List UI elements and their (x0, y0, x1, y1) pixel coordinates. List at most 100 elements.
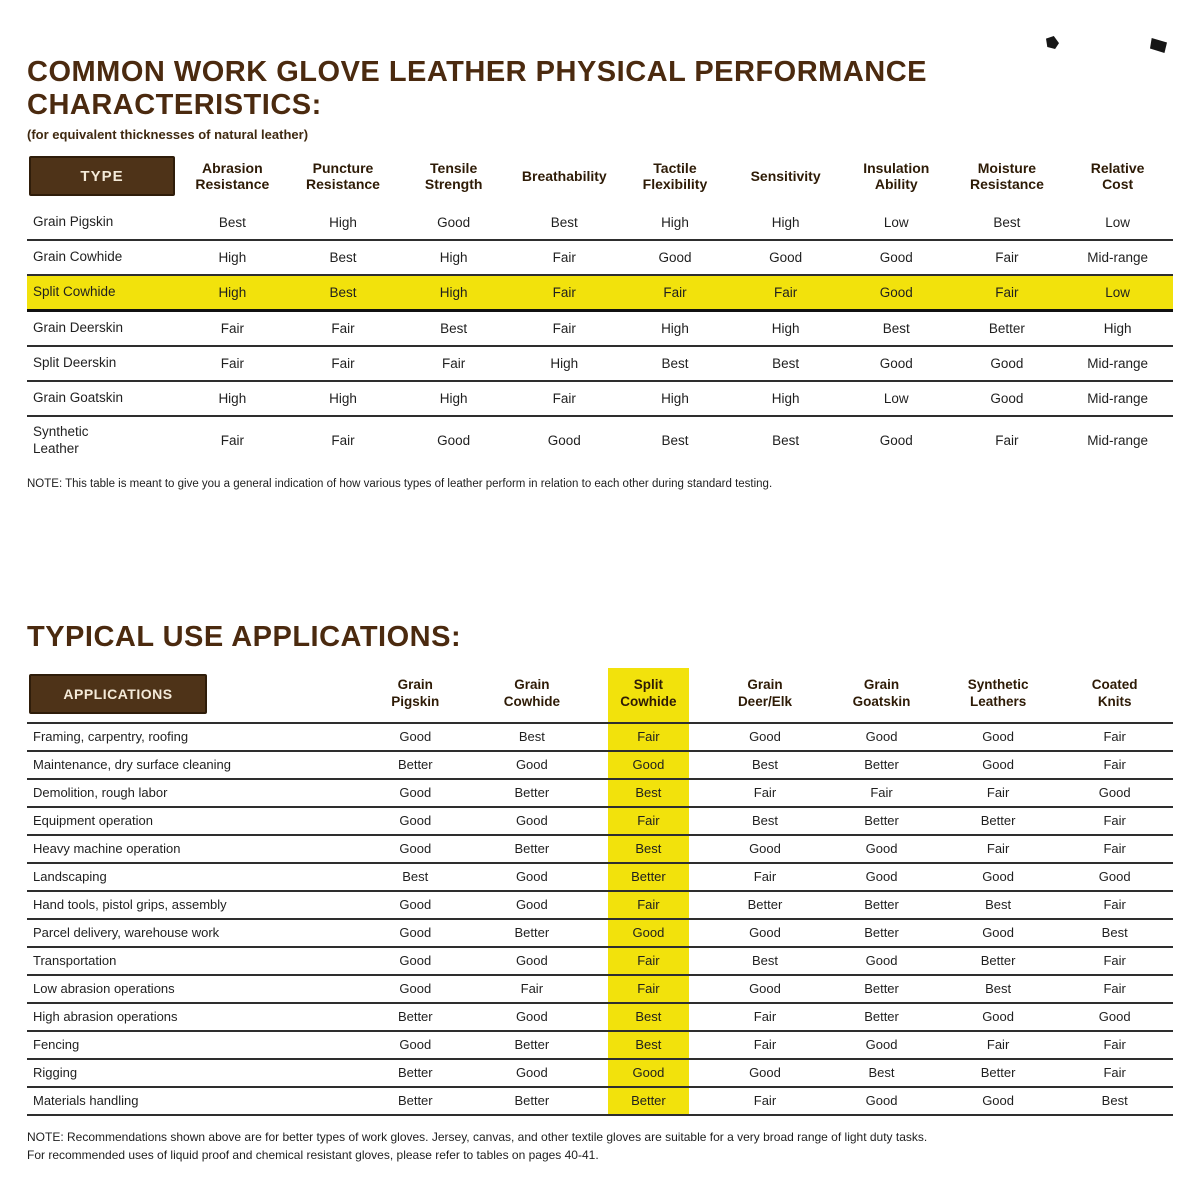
rating-cell: Better (590, 862, 707, 891)
rating-cell: Good (769, 250, 803, 265)
rating-cell: High (329, 215, 357, 230)
rating-cell: Fair (220, 356, 244, 371)
perf-table-head: TYPE Abrasion Resistance Puncture Resistan… (27, 144, 1173, 206)
rating-cell: Best (985, 981, 1012, 997)
rating-cell: Good (515, 953, 548, 969)
rating-cell: Good (547, 433, 581, 448)
application-name-cell: Parcel delivery, warehouse work (33, 925, 220, 941)
rating-cell: Better (514, 925, 550, 941)
perf-column-header: Moisture Resistance (969, 159, 1044, 192)
rating-cell: Low (883, 391, 909, 406)
performance-table: TYPE Abrasion Resistance Puncture Resistan… (27, 144, 1173, 464)
table-row: Split Cowhide High Best High Fair Fair Fair Goo… (27, 275, 1173, 311)
table-row: Synthetic Leather Fair Fair Good Good Best Bes… (27, 416, 1173, 464)
rating-cell: High (661, 321, 689, 336)
app-table-body: Framing, carpentry, roofing Good Best Fair G… (27, 722, 1173, 1115)
rating-cell: Fair (331, 321, 355, 336)
rating-cell: Good (399, 841, 432, 857)
app-column-header: Grain Goatskin (823, 668, 940, 723)
rating-cell: Low (883, 215, 909, 230)
rating-cell: Low (1105, 215, 1130, 230)
rating-cell: Good (749, 981, 781, 997)
rating-cell: Fair (1103, 841, 1126, 857)
leather-type-cell: Split Cowhide (33, 284, 116, 300)
rating-cell: Fair (331, 356, 355, 371)
application-name-cell: Demolition, rough labor (33, 785, 168, 801)
rating-cell: Fair (1103, 1037, 1126, 1053)
table-row: Heavy machine operation Good Better Best Goo… (27, 834, 1173, 863)
app-column-header: Synthetic Leathers (940, 668, 1057, 723)
scan-artifact-speck (1046, 36, 1059, 49)
rating-cell: Good (658, 250, 692, 265)
rating-cell: Fair (986, 841, 1010, 857)
rating-cell: Mid-range (1087, 391, 1149, 406)
rating-cell: High (771, 321, 800, 336)
perf-column-header: Tensile Strength (424, 159, 483, 192)
rating-cell: Fair (1103, 813, 1126, 829)
rating-cell: Good (879, 285, 913, 300)
rating-cell: Best (518, 729, 545, 745)
rating-cell: Fair (220, 321, 244, 336)
rating-cell: Fair (1103, 953, 1126, 969)
rating-cell: Best (751, 813, 778, 829)
rating-cell: Good (590, 918, 707, 947)
rating-cell: Fair (753, 785, 777, 801)
rating-cell: Good (399, 813, 432, 829)
rating-cell: Best (590, 834, 707, 863)
table-row: Grain Goatskin High High High Fair High High Lo… (27, 381, 1173, 416)
rating-cell: Good (399, 953, 432, 969)
rating-cell: Best (868, 1065, 895, 1081)
rating-cell: Best (1101, 925, 1128, 941)
app-column-header-label: Coated Knits (1091, 677, 1138, 709)
note-line: NOTE: Recommendations shown above are fo… (27, 1129, 928, 1144)
rating-cell: Best (1101, 1093, 1128, 1109)
table-row: Transportation Good Good Fair Best Good Better… (27, 946, 1173, 975)
rating-cell: Good (1098, 1009, 1131, 1025)
rating-cell: Best (985, 897, 1012, 913)
rating-cell: Best (218, 215, 246, 230)
rating-cell: Better (864, 925, 899, 941)
rating-cell: Best (590, 778, 707, 807)
rating-cell: Better (590, 1086, 707, 1115)
rating-cell: Good (982, 925, 1014, 941)
rating-cell: Good (515, 813, 548, 829)
rating-cell: Good (515, 869, 548, 885)
application-name-cell: Framing, carpentry, roofing (33, 729, 189, 745)
leather-type-cell: Synthetic Leather (33, 424, 89, 456)
applications-table-note: NOTE: Recommendations shown above are fo… (27, 1128, 1173, 1164)
rating-cell: Best (772, 433, 800, 448)
leather-type-cell: Grain Pigskin (33, 214, 114, 230)
perf-column-header: Abrasion Resistance (195, 159, 270, 192)
application-name-cell: Transportation (33, 953, 117, 969)
rating-cell: High (218, 391, 247, 406)
rating-cell: Good (590, 1058, 707, 1087)
rating-cell: Good (982, 869, 1014, 885)
rating-cell: Good (990, 391, 1024, 406)
application-name-cell: High abrasion operations (33, 1009, 178, 1025)
leather-type-cell: Split Deerskin (33, 355, 117, 371)
application-name-cell: Rigging (33, 1065, 78, 1081)
rating-cell: Good (982, 1093, 1014, 1109)
perf-header-type-cell: TYPE (27, 144, 177, 206)
rating-cell: Fair (995, 250, 1019, 265)
perf-header-row: TYPE Abrasion Resistance Puncture Resistan… (27, 144, 1173, 206)
rating-cell: Fair (1103, 897, 1126, 913)
rating-cell: High (771, 391, 800, 406)
rating-cell: Better (397, 1093, 433, 1109)
perf-column-header: Insulation Ability (863, 159, 930, 192)
rating-cell: Fair (590, 974, 707, 1003)
rating-cell: Good (865, 869, 898, 885)
rating-cell: Better (980, 813, 1016, 829)
rating-cell: High (771, 215, 800, 230)
rating-cell: Good (749, 925, 781, 941)
application-name-cell: Low abrasion operations (33, 981, 175, 997)
rating-cell: Best (882, 321, 910, 336)
application-name-cell: Equipment operation (33, 813, 153, 829)
rating-cell: Good (1098, 869, 1131, 885)
rating-cell: Best (661, 356, 689, 371)
app-column-header: Grain Cowhide (474, 668, 591, 723)
rating-cell: Better (864, 757, 899, 773)
app-column-header: Coated Knits (1056, 668, 1173, 723)
perf-column-header: Breathability (521, 167, 607, 184)
